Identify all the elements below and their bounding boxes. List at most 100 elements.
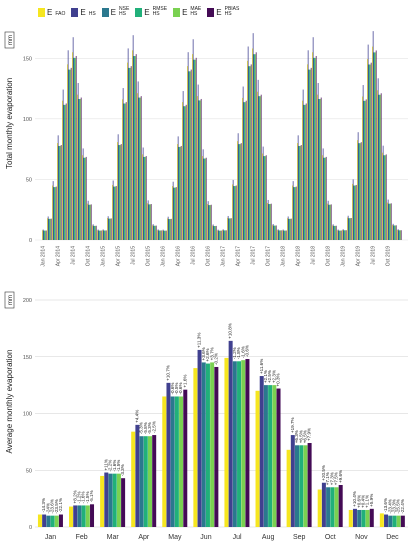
bar [373, 52, 375, 240]
bar [128, 67, 130, 241]
bar [55, 187, 56, 240]
bar [201, 362, 206, 527]
bar [197, 84, 199, 240]
bar [264, 156, 266, 240]
data-label: +7.9% [307, 428, 312, 441]
bar [295, 186, 297, 240]
bar [352, 508, 357, 527]
bar [77, 94, 78, 240]
bar [272, 385, 277, 527]
bar [357, 509, 362, 527]
bar [380, 94, 381, 241]
bar [46, 515, 51, 527]
y-tick-label: 200 [23, 298, 32, 304]
legend-swatch [207, 7, 215, 17]
bar [75, 55, 77, 240]
bar [234, 186, 236, 240]
legend-superscript: PBIAS [224, 6, 240, 12]
x-tick-label: Oct 2016 [206, 246, 212, 267]
bar [210, 204, 212, 240]
bar [230, 218, 232, 240]
bar [70, 67, 72, 240]
bar [152, 224, 154, 240]
bar [193, 59, 195, 240]
bar [265, 156, 266, 240]
bar [278, 230, 280, 240]
bar [389, 203, 391, 240]
bar [368, 64, 370, 240]
bar [307, 443, 312, 527]
bar [129, 67, 131, 241]
bar [130, 66, 132, 241]
legend-item: E PBIAS HS [207, 7, 239, 17]
bar [338, 485, 343, 527]
bar [219, 230, 221, 240]
bar [77, 82, 79, 240]
bar [258, 96, 260, 240]
bar [361, 509, 366, 527]
bar [72, 37, 74, 241]
bar [315, 57, 316, 241]
bar [241, 360, 246, 527]
data-label: +10.4% [352, 491, 357, 507]
x-tick-label: Jun [200, 534, 211, 541]
bar [245, 100, 247, 240]
bar [220, 230, 222, 240]
legend-subscript: FAO [55, 11, 66, 17]
bar [153, 225, 155, 240]
bar [67, 64, 68, 240]
bar [102, 230, 103, 240]
bar [134, 56, 136, 241]
bar [325, 156, 327, 240]
bar [395, 225, 397, 240]
data-label: +9.6% [338, 470, 343, 483]
bar [139, 436, 144, 527]
data-label: +11.6% [259, 359, 264, 374]
bar [330, 487, 335, 527]
bar [282, 230, 283, 240]
bar [209, 205, 211, 240]
bar [112, 180, 114, 240]
x-tick-label: Jan 2018 [281, 246, 287, 267]
bar [103, 230, 105, 240]
bar [285, 230, 286, 240]
x-tick-label: Jan 2019 [341, 246, 347, 267]
bar [85, 156, 87, 240]
legend: E FAO E HS E NSE HS E RMSE HS E MAE HS E PBIAS HS [38, 3, 239, 21]
bar [337, 230, 338, 240]
bar [117, 142, 118, 240]
bar [319, 98, 321, 240]
y-tick-label: 0 [29, 238, 32, 244]
bar [365, 99, 367, 240]
bar [347, 215, 349, 240]
data-label: +0.4% [360, 495, 365, 508]
data-label: -23.5% [54, 499, 59, 514]
bar [127, 48, 129, 240]
bar [388, 203, 390, 240]
bar [72, 52, 73, 240]
bar [159, 230, 161, 240]
data-label: +0.3% [276, 373, 281, 386]
bar [42, 229, 44, 240]
bar [367, 59, 368, 240]
bar [200, 98, 202, 241]
data-label: +20.5% [321, 465, 326, 481]
data-label: +0.6% [356, 495, 361, 508]
bar [74, 57, 76, 241]
x-tick-label: Apr 2017 [236, 246, 242, 267]
bar [44, 230, 46, 240]
bar [175, 187, 177, 240]
bar [115, 186, 117, 240]
bar [73, 57, 75, 241]
bar [63, 104, 65, 240]
bar [333, 225, 335, 240]
bar [123, 103, 125, 240]
bar [155, 225, 157, 240]
bar [130, 67, 131, 241]
bar [195, 59, 196, 240]
bar [99, 230, 101, 240]
bar [124, 103, 126, 240]
data-label: -0.5% [174, 382, 179, 394]
bar [57, 135, 59, 240]
bar [397, 230, 398, 240]
